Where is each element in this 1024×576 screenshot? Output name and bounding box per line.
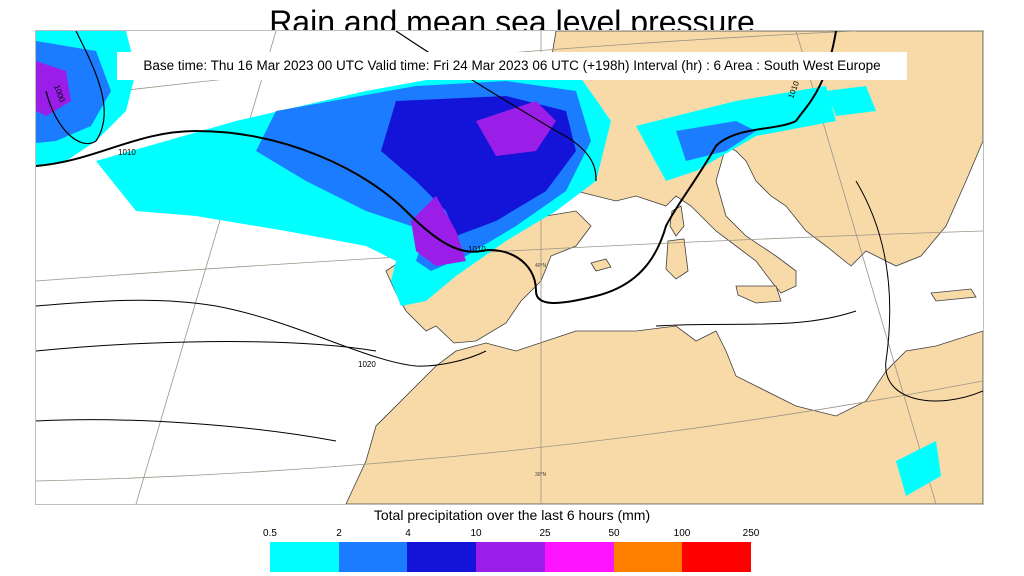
subtitle: Base time: Thu 16 Mar 2023 00 UTC Valid … bbox=[143, 58, 881, 73]
legend-swatch bbox=[544, 542, 614, 572]
land-sicily bbox=[735, 285, 782, 304]
land-layer bbox=[345, 31, 983, 504]
legend-tick: 50 bbox=[608, 528, 620, 539]
land-sardinia bbox=[665, 238, 689, 280]
rain-band-heavy bbox=[36, 61, 71, 116]
weather-map: 1000 1010 1010 1010 1020 40°N 30°N bbox=[36, 31, 983, 504]
legend-swatch bbox=[407, 542, 477, 572]
land-europe bbox=[540, 31, 983, 294]
legend-ticks: 0.5 2 4 10 25 50 100 250 bbox=[236, 528, 788, 542]
legend-tick: 100 bbox=[673, 528, 691, 539]
isobar-1020-b bbox=[36, 341, 377, 352]
grid-label-30n: 30°N bbox=[535, 472, 547, 478]
isobar-label-1010-center: 1010 bbox=[468, 245, 486, 254]
isobars bbox=[36, 31, 983, 442]
subtitle-box: Base time: Thu 16 Mar 2023 00 UTC Valid … bbox=[117, 52, 907, 80]
legend-swatch bbox=[682, 542, 752, 572]
isobar-east-1 bbox=[855, 180, 983, 402]
isobar-1020 bbox=[36, 299, 487, 367]
isobar-south-1 bbox=[36, 419, 337, 442]
legend-tick: 2 bbox=[336, 528, 342, 539]
graticule-label-group: 40°N 30°N bbox=[535, 263, 547, 478]
legend-swatch bbox=[476, 542, 545, 572]
rain-sw-light bbox=[896, 441, 941, 496]
legend-swatch bbox=[270, 542, 339, 572]
rain-east-light bbox=[826, 86, 876, 116]
legend-swatch bbox=[613, 542, 683, 572]
legend-title: Total precipitation over the last 6 hour… bbox=[373, 507, 651, 523]
isobar-label-1020: 1020 bbox=[358, 360, 376, 369]
isobar-africa-1 bbox=[655, 310, 857, 327]
grid-label-40n: 40°N bbox=[535, 263, 547, 269]
land-balearics bbox=[590, 258, 612, 272]
map-panel[interactable]: 1000 1010 1010 1010 1020 40°N 30°N bbox=[35, 30, 984, 505]
land-crete bbox=[930, 288, 977, 302]
parallel-30n bbox=[36, 380, 983, 482]
land-corsica bbox=[669, 205, 685, 237]
rain-core-very-heavy bbox=[476, 101, 556, 156]
legend-tick: 250 bbox=[742, 528, 760, 539]
legend-swatch bbox=[338, 542, 408, 572]
legend-tick: 4 bbox=[405, 528, 411, 539]
parallel-40n bbox=[36, 230, 983, 282]
meridian-10w bbox=[135, 31, 277, 504]
legend-tick: 10 bbox=[470, 528, 482, 539]
isobar-label-1010-west: 1010 bbox=[118, 148, 136, 157]
rain-alps-moderate bbox=[676, 121, 756, 161]
legend-colorbar bbox=[270, 542, 752, 572]
legend-tick: 25 bbox=[539, 528, 551, 539]
legend-tick: 0.5 bbox=[263, 528, 277, 539]
rain-core-iberia bbox=[411, 196, 466, 266]
isobar-1000 bbox=[45, 31, 105, 145]
land-africa bbox=[345, 325, 983, 504]
isobar-1010-main bbox=[36, 31, 837, 304]
graticule bbox=[36, 31, 983, 504]
